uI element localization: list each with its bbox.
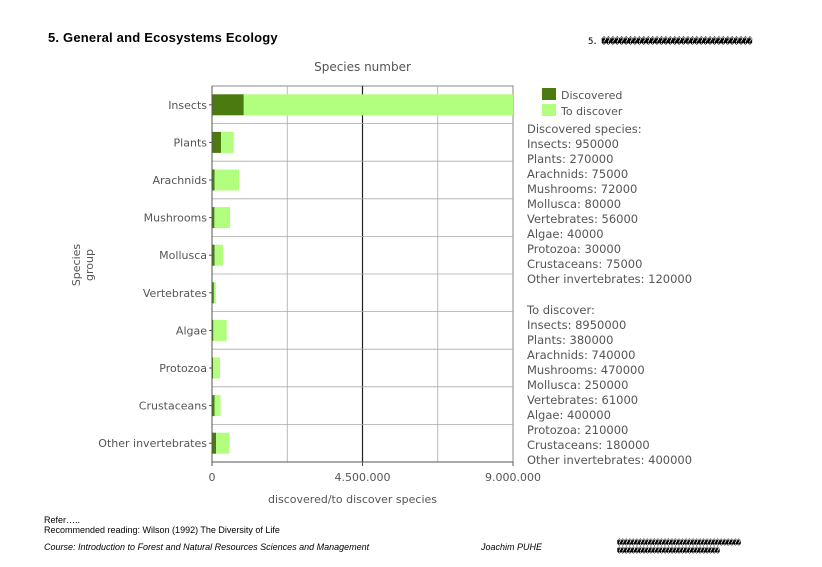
bar-to-discover-7 [213, 357, 221, 379]
references-label: Refer….. [44, 515, 81, 525]
annotation-to-discover-line-9: Other invertebrates: 400000 [527, 453, 692, 467]
annotation-discovered-line-6: Algae: 40000 [527, 227, 604, 241]
annotation-to-discover-line-1: Plants: 380000 [527, 333, 613, 347]
annotation-to-discover-line-6: Algae: 400000 [527, 408, 611, 422]
bar-to-discover-8 [214, 395, 221, 417]
bar-to-discover-2 [214, 169, 240, 191]
category-label-7: Protozoa [159, 362, 207, 375]
y-axis-title-line-1: group [83, 249, 96, 281]
bar-to-discover-4 [214, 244, 224, 266]
category-label-5: Vertebrates [143, 287, 207, 300]
xtick-label-0: 0 [209, 471, 216, 484]
author-footer: Joachim PUHE [481, 542, 543, 552]
category-label-3: Mushrooms [144, 212, 208, 225]
bar-to-discover-1 [221, 131, 234, 153]
legend-label-0: Discovered [561, 89, 622, 102]
xtick-label-1: 4.500.000 [335, 471, 391, 484]
y-axis-title: Speciesgroup [70, 244, 96, 287]
annotation-discovered-line-3: Mushrooms: 72000 [527, 182, 637, 196]
annotation-discovered-line-5: Vertebrates: 56000 [527, 212, 638, 226]
bar-discovered-7 [212, 357, 214, 379]
bar-to-discover-3 [214, 207, 231, 229]
xtick-label-2: 9.000.000 [485, 471, 541, 484]
annotation-discovered-line-4: Mollusca: 80000 [527, 197, 621, 211]
annotation-to-discover-line-3: Mushrooms: 470000 [527, 363, 645, 377]
bar-discovered-0 [212, 94, 244, 116]
category-label-4: Mollusca [159, 249, 207, 262]
annotation-to-discover-line-7: Protozoa: 210000 [527, 423, 628, 437]
annotation-to-discover-heading: To discover: [526, 303, 595, 317]
bar-discovered-2 [212, 169, 215, 191]
legend-swatch-0 [542, 88, 556, 100]
y-axis-title-line-0: Species [70, 244, 83, 287]
bar-to-discover-6 [213, 319, 227, 341]
annotation-discovered-line-7: Protozoa: 30000 [527, 242, 621, 256]
course-footer: Course: Introduction to Forest and Natur… [44, 542, 370, 552]
legend-label-1: To discover [560, 105, 623, 118]
annotation-discovered-heading: Discovered species: [527, 122, 642, 136]
bar-discovered-3 [212, 207, 215, 229]
bar-discovered-4 [212, 244, 215, 266]
category-label-6: Algae [176, 324, 207, 337]
legend-swatch-1 [542, 104, 556, 116]
annotation-discovered-line-8: Crustaceans: 75000 [527, 257, 642, 271]
bar-to-discover-5 [213, 282, 216, 304]
category-label-9: Other invertebrates [98, 437, 207, 450]
slide-number: 5. ���������������������������������� [588, 37, 752, 47]
annotation-to-discover-line-2: Arachnids: 740000 [527, 348, 635, 362]
bar-discovered-6 [212, 319, 214, 341]
bar-discovered-8 [212, 395, 215, 417]
annotation-to-discover-line-4: Mollusca: 250000 [527, 378, 628, 392]
category-label-1: Plants [174, 136, 208, 149]
recommended-reading: Recommended reading: Wilson (1992) The D… [44, 525, 280, 535]
institution-logo-text: ����������������������������������� ����… [617, 538, 741, 555]
annotation-discovered-line-1: Plants: 270000 [527, 152, 613, 166]
category-label-8: Crustaceans [139, 400, 207, 413]
chart-title: Species number [314, 60, 411, 74]
bar-discovered-1 [212, 131, 222, 153]
annotation-to-discover-line-5: Vertebrates: 61000 [527, 393, 638, 407]
annotation-discovered-line-9: Other invertebrates: 120000 [527, 272, 692, 286]
category-label-0: Insects [168, 99, 207, 112]
annotation-to-discover-line-0: Insects: 8950000 [527, 318, 626, 332]
annotation-discovered-line-0: Insects: 950000 [527, 137, 619, 151]
category-label-2: Arachnids [152, 174, 207, 187]
bar-to-discover-0 [243, 94, 513, 116]
annotation-to-discover-line-8: Crustaceans: 180000 [527, 438, 650, 452]
bar-discovered-5 [212, 282, 214, 304]
x-axis-title: discovered/to discover species [268, 493, 437, 506]
slide-title: 5. General and Ecosystems Ecology [48, 30, 278, 45]
bar-to-discover-9 [216, 432, 230, 454]
bar-discovered-9 [212, 432, 217, 454]
annotation-discovered-line-2: Arachnids: 75000 [527, 167, 628, 181]
